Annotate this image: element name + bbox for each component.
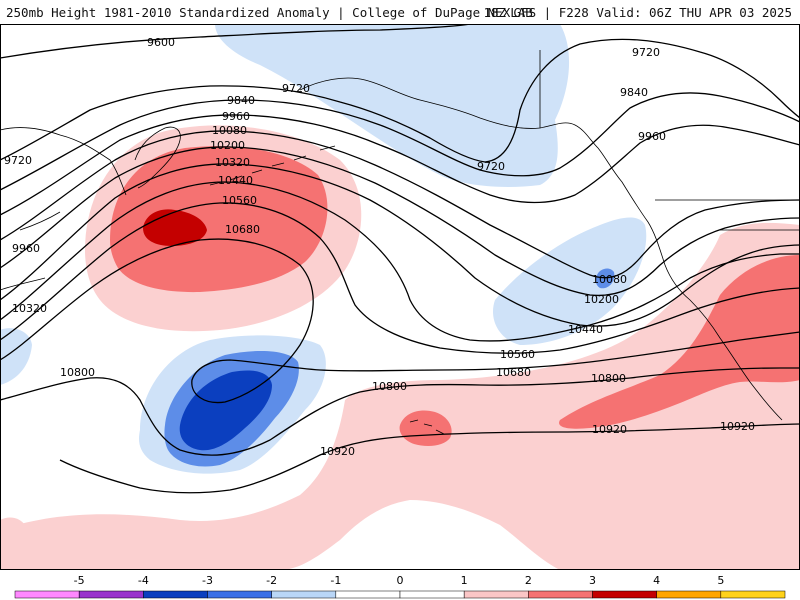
neg-anomaly-alaska — [215, 24, 570, 187]
colorbar-tick-label: -1 — [330, 574, 341, 587]
contour-label: 10560 — [500, 348, 535, 361]
contour-label: 10920 — [720, 420, 755, 433]
neg-anomaly-central-3 — [179, 370, 272, 451]
neg-anomaly-eastpac — [492, 217, 647, 345]
colorbar-tick-label: 1 — [461, 574, 468, 587]
height-contours — [0, 24, 800, 494]
anomaly-shading — [0, 24, 800, 570]
contour-label: 10800 — [60, 366, 95, 379]
colorbar-swatch — [463, 590, 529, 599]
coast-asia — [0, 127, 127, 291]
map-title: 250mb Height 1981-2010 Standardized Anom… — [6, 5, 533, 20]
colorbar-tick-label: -5 — [74, 574, 85, 587]
contour-label: 10080 — [212, 124, 247, 137]
pos-anomaly-hawaii — [399, 410, 452, 446]
header-bar: 250mb Height 1981-2010 Standardized Anom… — [0, 0, 800, 24]
contour-10440 — [0, 181, 800, 342]
colorbar-tick-label: 5 — [717, 574, 724, 587]
contour-10920 — [59, 423, 800, 494]
colorbar-swatch — [656, 590, 722, 599]
colorbar: -5 -4 -3 -2 -1 0 1 2 3 4 5 — [14, 574, 786, 599]
contour-label: 9840 — [227, 94, 255, 107]
contour-label: 9720 — [4, 154, 32, 167]
colorbar-swatch — [78, 590, 144, 599]
colorbar-tick-label: -2 — [266, 574, 277, 587]
colorbar-tick-label: 2 — [525, 574, 532, 587]
contour-label: 9960 — [222, 110, 250, 123]
colorbar-swatch — [335, 590, 401, 599]
colorbar-tick-label: 4 — [653, 574, 660, 587]
contour-label: 10680 — [225, 223, 260, 236]
coast-kamchatka — [134, 126, 181, 189]
contour-label: 9840 — [620, 86, 648, 99]
contour-label: 10560 — [222, 194, 257, 207]
contour-10680 — [0, 238, 800, 404]
colorbar-swatches — [14, 590, 786, 599]
contour-labels: 9600 9720 9720 9720 9720 9840 9840 9960 … — [4, 36, 755, 458]
map-panel: 9600 9720 9720 9720 9720 9840 9840 9960 … — [0, 24, 800, 570]
contour-9600 — [0, 24, 471, 59]
border-can-us — [539, 50, 800, 231]
pos-anomaly-southwest — [0, 517, 25, 570]
coastlines — [0, 50, 800, 435]
colorbar-tick-label: -4 — [138, 574, 149, 587]
neg-anomaly-small — [595, 268, 615, 289]
contour-label: 9720 — [282, 82, 310, 95]
contour-label: 9720 — [477, 160, 505, 173]
contour-label: 9720 — [632, 46, 660, 59]
colorbar-swatch — [720, 590, 786, 599]
contour-10560 — [0, 202, 800, 354]
contour-10080 — [0, 130, 800, 279]
contour-label: 9960 — [12, 242, 40, 255]
contour-label: 10680 — [496, 366, 531, 379]
contour-label: 10920 — [320, 445, 355, 458]
colorbar-swatch — [592, 590, 657, 599]
colorbar-swatch — [399, 590, 465, 599]
colorbar-swatch — [143, 590, 208, 599]
colorbar-swatch — [271, 590, 337, 599]
colorbar-swatch — [14, 590, 80, 599]
colorbar-swatch — [207, 590, 272, 599]
contour-label: 10200 — [210, 139, 245, 152]
contour-9840 — [0, 92, 800, 191]
pos-anomaly-westpac-2 — [110, 146, 328, 293]
contour-label: 10440 — [218, 174, 253, 187]
contour-label: 10200 — [584, 293, 619, 306]
contour-10320 — [0, 163, 800, 327]
coast-hawaii — [409, 419, 445, 435]
contour-10200 — [0, 146, 800, 297]
run-info: 18Z GFS | F228 Valid: 06Z THU APR 03 202… — [483, 5, 792, 20]
contour-label: 9960 — [638, 130, 666, 143]
contour-label: 10920 — [592, 423, 627, 436]
contour-label: 10440 — [568, 323, 603, 336]
colorbar-tick-label: -3 — [202, 574, 213, 587]
pos-anomaly-subtropical — [0, 222, 800, 570]
colorbar-swatch — [528, 590, 593, 599]
contour-9720-west — [0, 38, 800, 163]
contour-9960 — [0, 114, 800, 216]
contour-label: 9600 — [147, 36, 175, 49]
colorbar-tick-label: 0 — [397, 574, 404, 587]
contour-label: 10320 — [215, 156, 250, 169]
contour-10800 — [0, 367, 800, 456]
pos-anomaly-subtropical-2 — [559, 255, 800, 429]
contour-label: 10800 — [591, 372, 626, 385]
coast-alaska — [299, 77, 783, 421]
coast-aleutians — [209, 145, 336, 186]
contour-label: 10080 — [592, 273, 627, 286]
colorbar-tick-label: 3 — [589, 574, 596, 587]
contour-label: 10800 — [372, 380, 407, 393]
colorbar-ticks: -5 -4 -3 -2 -1 0 1 2 3 4 5 — [74, 574, 725, 587]
contour-label: 10320 — [12, 302, 47, 315]
